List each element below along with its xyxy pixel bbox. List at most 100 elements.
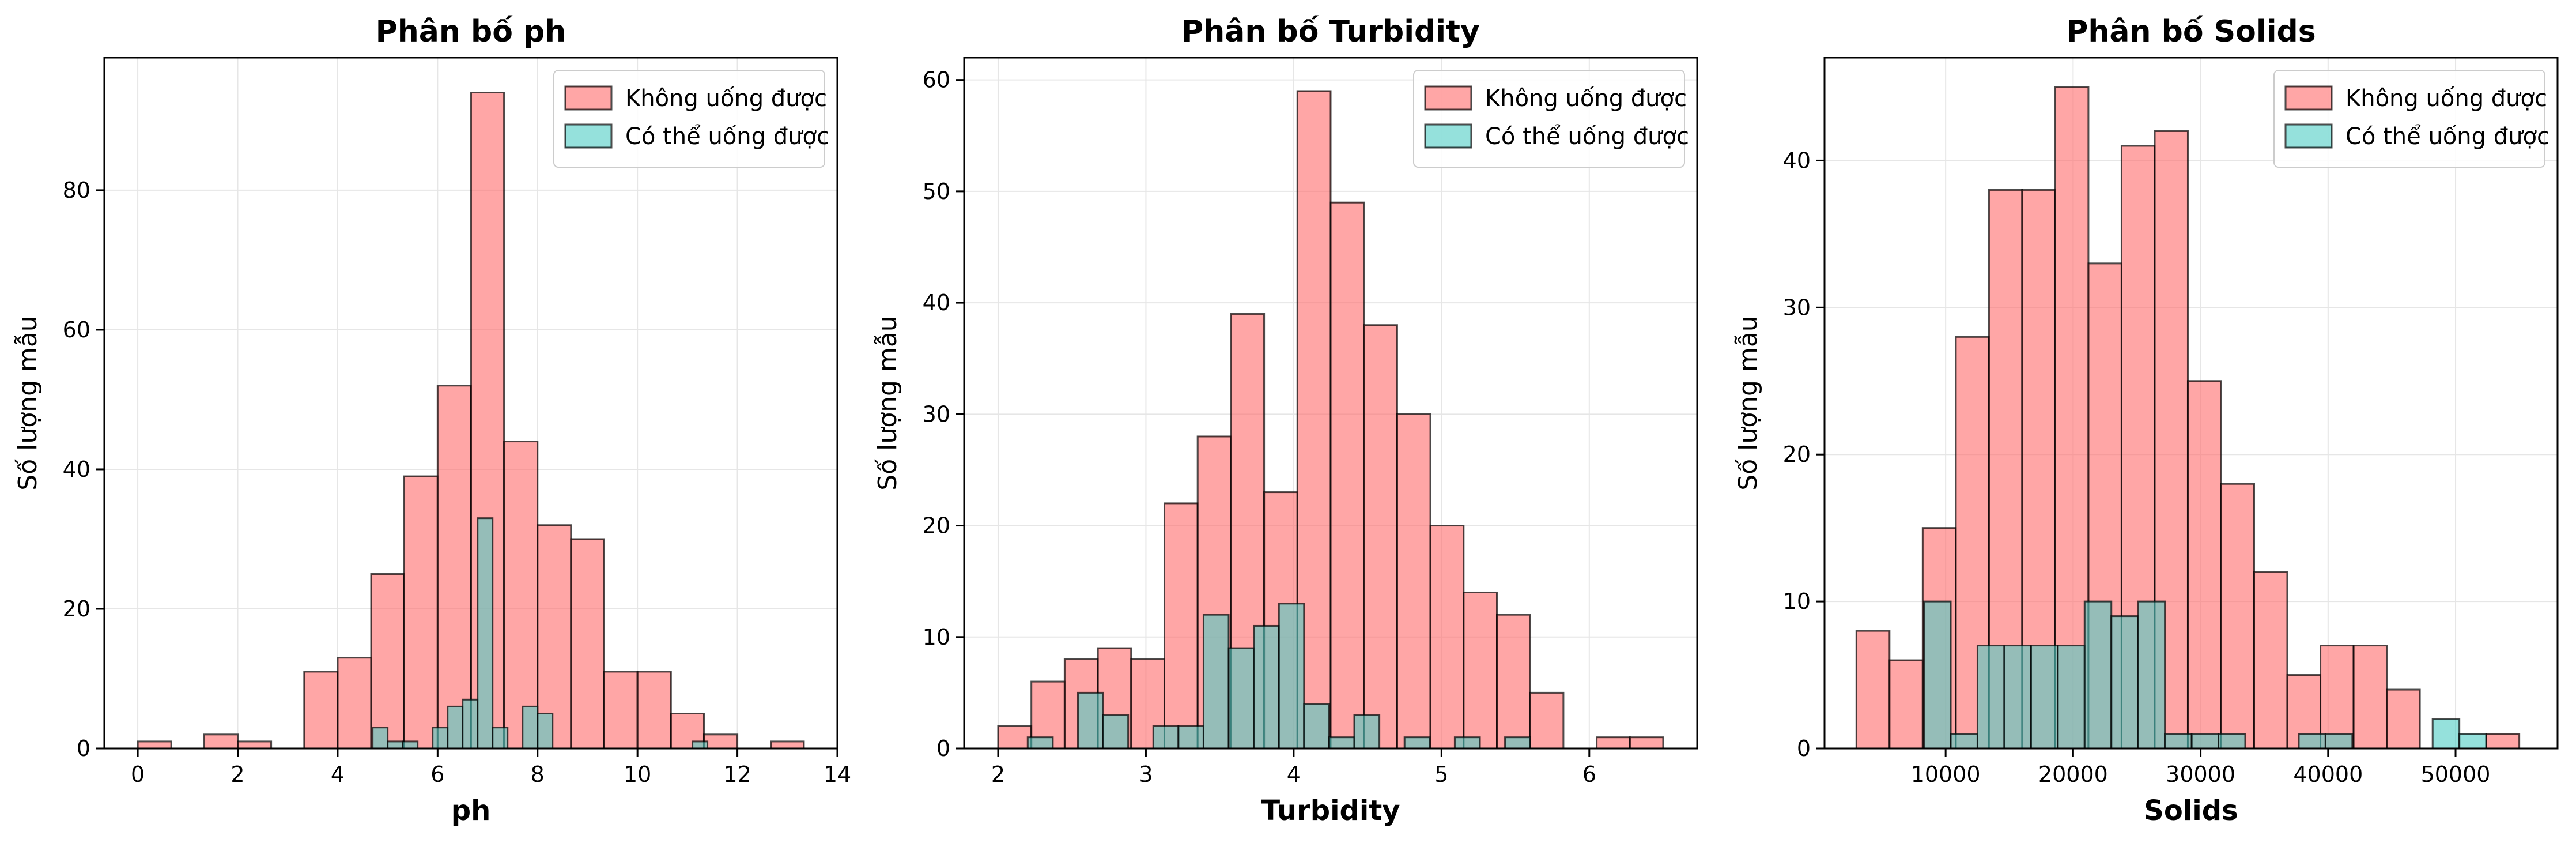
y-axis-label: Số lượng mẫu xyxy=(873,315,902,490)
legend-swatch-series-0 xyxy=(1424,85,1472,111)
histogram-bar-series-1 xyxy=(1303,703,1330,750)
histogram-bar-series-1 xyxy=(2298,733,2326,750)
chart-title: Phân bố ph xyxy=(376,14,566,49)
y-tick-label: 80 xyxy=(63,178,90,203)
y-tick-label: 20 xyxy=(1783,442,1811,467)
histogram-bar-series-1 xyxy=(2137,600,2166,750)
histogram-bar-series-0 xyxy=(337,657,372,750)
legend-label-series-0: Không uống được xyxy=(625,85,827,112)
legend-swatch-series-1 xyxy=(564,123,613,149)
histogram-bar-series-1 xyxy=(2324,733,2354,750)
chart-panel-ph: 0 2 4 6 8 10 12 14 0 20 40 60 80 Phân bố ph ph Số lượng… xyxy=(13,14,851,827)
histogram-bar-series-0 xyxy=(1329,201,1365,750)
histogram-bar-series-0 xyxy=(1163,502,1199,750)
histogram-bar-series-1 xyxy=(2030,645,2059,750)
histogram-bar-series-0 xyxy=(237,740,273,750)
legend-swatch-series-1 xyxy=(2284,123,2333,149)
histogram-bar-series-1 xyxy=(1102,714,1130,750)
histogram-bar-series-1 xyxy=(1227,647,1255,750)
histogram-bar-series-0 xyxy=(1596,736,1631,750)
y-tick-label: 20 xyxy=(63,596,90,622)
legend-swatch-series-1 xyxy=(1424,123,1472,149)
histogram-bar-series-0 xyxy=(2352,645,2388,750)
legend-swatch-series-0 xyxy=(2284,85,2333,111)
x-tick-label: 3 xyxy=(1139,762,1153,787)
histogram-bar-series-1 xyxy=(1202,614,1230,750)
y-tick-label: 0 xyxy=(1797,736,1811,761)
histogram-bar-series-1 xyxy=(477,517,494,750)
histogram-bar-series-1 xyxy=(1923,600,1952,750)
chart-title: Phân bố Turbidity xyxy=(1181,14,1480,49)
x-tick-label: 10 xyxy=(624,762,651,787)
legend-label-series-1: Có thể uống được xyxy=(2345,123,2549,150)
histogram-bar-series-0 xyxy=(370,573,405,750)
histogram-bar-series-1 xyxy=(1976,645,2005,750)
histogram-bar-series-1 xyxy=(402,740,419,750)
histogram-bar-series-1 xyxy=(1353,714,1381,750)
y-tick-label: 30 xyxy=(923,401,950,427)
legend-label-series-1: Có thể uống được xyxy=(1485,123,1689,150)
histogram-bar-series-0 xyxy=(1363,324,1398,750)
histogram-bar-series-0 xyxy=(436,385,472,750)
legend-box xyxy=(2273,70,2545,168)
histogram-bar-series-1 xyxy=(2190,733,2220,750)
histogram-bar-series-0 xyxy=(203,733,239,750)
histogram-bar-series-0 xyxy=(1529,691,1565,750)
axes-frame xyxy=(963,57,1698,750)
y-tick-label: 20 xyxy=(923,513,950,539)
legend-label-series-0: Không uống được xyxy=(2345,85,2547,112)
x-tick-label: 12 xyxy=(723,762,751,787)
chart-title: Phân bố Solids xyxy=(2066,14,2316,49)
histogram-bar-series-1 xyxy=(2003,645,2032,750)
histogram-bar-series-1 xyxy=(492,727,509,750)
y-tick-label: 0 xyxy=(936,736,950,761)
histogram-bar-series-0 xyxy=(570,538,605,750)
histogram-bar-series-1 xyxy=(1403,736,1431,750)
histogram-bar-series-1 xyxy=(2458,733,2487,750)
y-tick-label: 10 xyxy=(923,624,950,650)
histogram-bar-series-1 xyxy=(1950,733,1978,750)
histogram-bar-series-0 xyxy=(636,671,672,750)
histogram-bar-series-1 xyxy=(1504,736,1531,750)
histogram-bar-series-0 xyxy=(2154,130,2189,750)
histogram-bar-series-1 xyxy=(2110,615,2139,750)
histogram-bar-series-0 xyxy=(2220,483,2256,750)
y-tick-label: 50 xyxy=(923,179,950,204)
histogram-bar-series-1 xyxy=(2218,733,2246,750)
histogram-bar-series-0 xyxy=(503,441,539,750)
histogram-bar-series-0 xyxy=(2485,733,2521,750)
x-tick-label: 20000 xyxy=(2038,762,2108,787)
y-tick-label: 0 xyxy=(77,736,90,761)
x-axis-label: Turbidity xyxy=(1261,795,1400,827)
x-tick-label: 8 xyxy=(531,762,545,787)
x-tick-label: 50000 xyxy=(2421,762,2491,787)
histogram-bar-series-1 xyxy=(1077,691,1104,750)
x-tick-label: 6 xyxy=(1582,762,1596,787)
x-tick-label: 40000 xyxy=(2293,762,2363,787)
legend-box xyxy=(553,70,825,168)
histogram-bar-series-0 xyxy=(1396,413,1431,750)
histogram-bar-series-1 xyxy=(522,705,539,750)
histogram-bar-series-0 xyxy=(2253,571,2288,750)
y-tick-label: 40 xyxy=(923,290,950,315)
legend-box xyxy=(1413,70,1685,168)
histogram-bar-series-0 xyxy=(2186,380,2222,750)
histogram-bar-series-1 xyxy=(1152,725,1180,750)
y-tick-label: 10 xyxy=(1783,589,1811,614)
histogram-bar-series-0 xyxy=(1888,659,1924,750)
histogram-bar-series-1 xyxy=(387,740,404,750)
histogram-bar-series-1 xyxy=(432,727,449,750)
y-tick-label: 30 xyxy=(1783,295,1811,320)
y-axis-label: Số lượng mẫu xyxy=(1733,315,1763,490)
histogram-bar-series-1 xyxy=(372,727,389,750)
x-axis-label: ph xyxy=(451,795,491,827)
histogram-bar-series-1 xyxy=(1177,725,1204,750)
x-tick-label: 30000 xyxy=(2166,762,2235,787)
histogram-bar-series-1 xyxy=(2057,645,2086,750)
histogram-bar-series-0 xyxy=(997,725,1033,750)
y-tick-label: 60 xyxy=(63,317,90,343)
histogram-bar-series-1 xyxy=(692,740,709,750)
histogram-bar-series-0 xyxy=(1463,591,1498,750)
